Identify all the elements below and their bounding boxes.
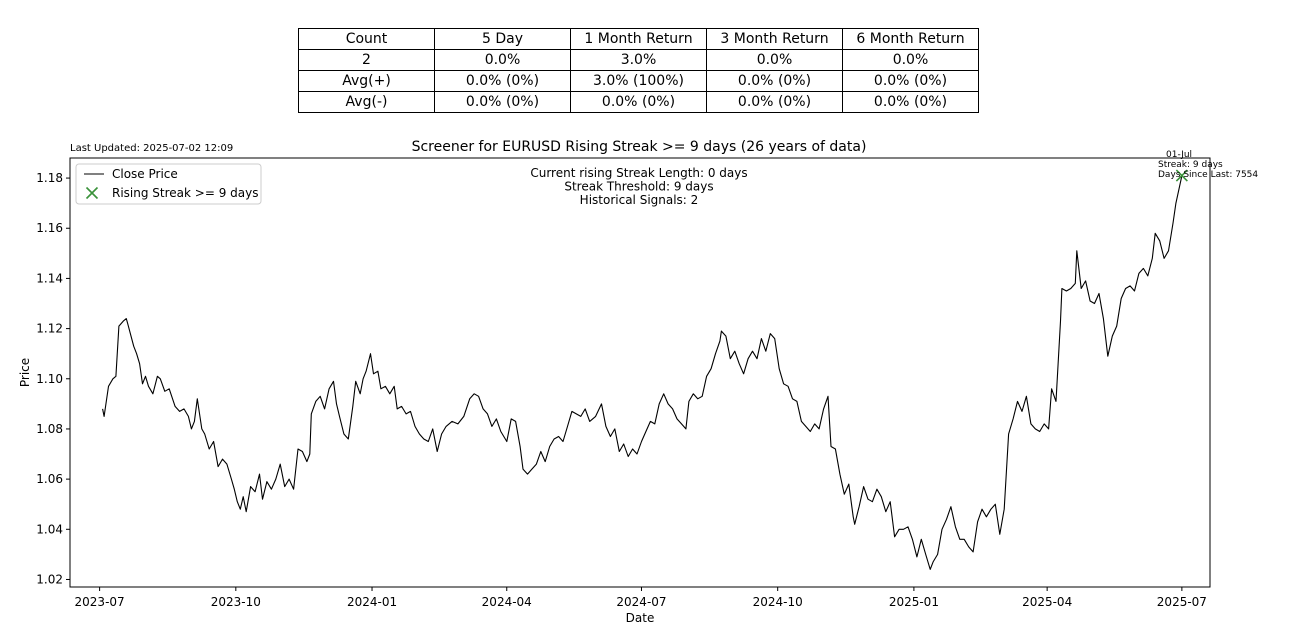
stats-header-row: Count 5 Day 1 Month Return 3 Month Return 6 … (298, 28, 979, 50)
legend-label: Close Price (112, 167, 178, 181)
stats-cell: 0.0% (0%) (706, 91, 843, 113)
stats-row: 2 0.0% 3.0% 0.0% 0.0% (298, 49, 979, 71)
annotation-streak: Streak: 9 days (1158, 160, 1223, 170)
legend-marker-swatch (85, 186, 99, 200)
plot-frame (69, 157, 1211, 588)
legend-box (75, 163, 262, 205)
x-tick-label: 2024-01 (347, 595, 397, 609)
info-line: Current rising Streak Length: 0 days (530, 166, 747, 180)
stats-cell: 0.0% (842, 49, 979, 71)
y-tick-label: 1.12 (36, 322, 63, 336)
stats-cell: 6 Month Return (842, 28, 979, 50)
info-line: Streak Threshold: 9 days (564, 180, 713, 194)
x-tick-label: 2025-07 (1157, 595, 1207, 609)
info-line: Historical Signals: 2 (580, 193, 699, 207)
signal-marker (1175, 169, 1188, 182)
chart-title: Screener for EURUSD Rising Streak >= 9 d… (412, 139, 867, 155)
x-tick-label: 2025-04 (1022, 595, 1072, 609)
x-tick-label: 2023-10 (211, 595, 261, 609)
y-tick-label: 1.18 (36, 171, 63, 185)
x-axis-label: Date (626, 611, 655, 625)
stats-cell: 0.0% (0%) (842, 91, 979, 113)
y-tick-label: 1.02 (36, 572, 63, 586)
x-tick-label: 2024-07 (616, 595, 666, 609)
y-tick-label: 1.06 (36, 472, 63, 486)
x-tick-label: 2024-10 (753, 595, 803, 609)
stats-cell: Avg(-) (298, 91, 435, 113)
stats-cell: 0.0% (0%) (570, 91, 707, 113)
y-tick-label: 1.10 (36, 372, 63, 386)
close-price-line (102, 175, 1183, 570)
y-tick-label: 1.14 (36, 271, 63, 285)
x-tick-label: 2023-07 (75, 595, 125, 609)
stats-row: Avg(-) 0.0% (0%) 0.0% (0%) 0.0% (0%) 0.0% (0… (298, 91, 979, 113)
x-tick-label: 2024-04 (482, 595, 532, 609)
stats-cell: 0.0% (0%) (434, 91, 571, 113)
y-tick-label: 1.08 (36, 422, 63, 436)
x-tick-label: 2025-01 (889, 595, 939, 609)
y-tick-label: 1.04 (36, 522, 63, 536)
annotation-days-since: Days Since Last: 7554 (1158, 170, 1258, 180)
y-tick-label: 1.16 (36, 221, 63, 235)
y-axis-label: Price (18, 358, 32, 387)
annotation-date: 01-Jul (1166, 150, 1192, 160)
last-updated: Last Updated: 2025-07-02 12:09 (70, 143, 233, 154)
stats-table: Count 5 Day 1 Month Return 3 Month Return 6 … (298, 28, 979, 113)
legend-label: Rising Streak >= 9 days (112, 186, 258, 200)
